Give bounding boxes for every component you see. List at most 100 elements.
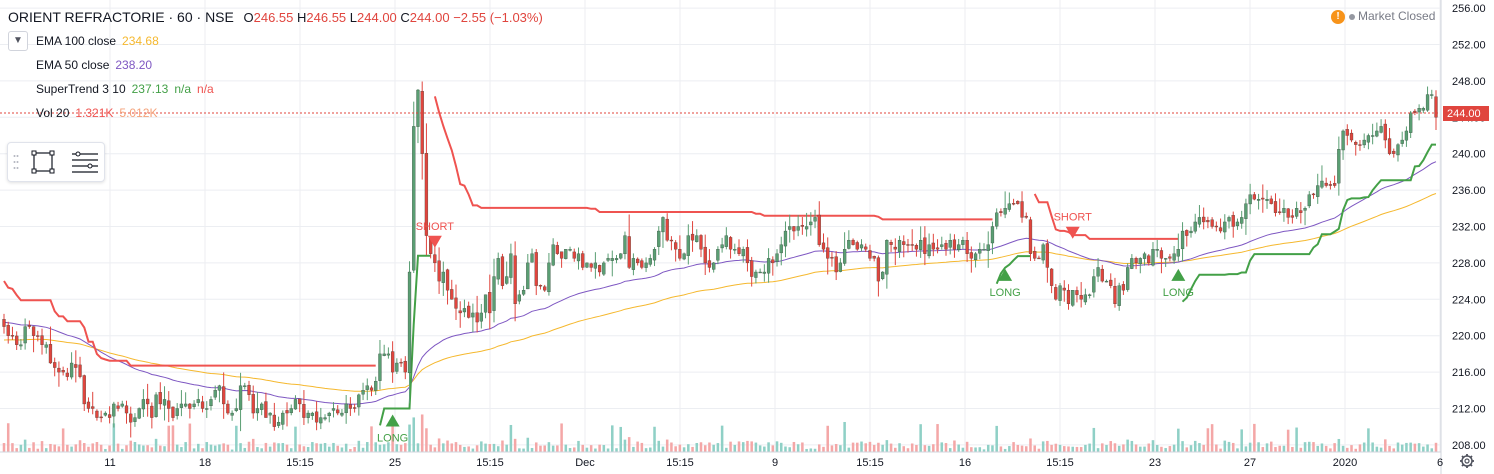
candle-body xyxy=(492,276,496,311)
time-axis[interactable]: 11 18 15:15 25 15:15 Dec 15:15 9 15:15 16 15:15 23 2… xyxy=(104,457,1443,469)
volume-bar xyxy=(1198,443,1201,452)
legend-ema100[interactable]: EMA 100 close 234.68 xyxy=(36,34,159,48)
candle-body xyxy=(217,385,222,391)
volume-bar xyxy=(851,442,855,452)
candle xyxy=(602,261,606,276)
candle-body xyxy=(479,312,483,322)
candle xyxy=(1007,192,1011,212)
candle xyxy=(395,358,399,375)
long-signal-marker xyxy=(1171,268,1186,281)
drag-grip-icon[interactable] xyxy=(13,154,19,170)
format-settings-icon[interactable] xyxy=(70,149,100,175)
volume-bar xyxy=(670,442,673,452)
gear-icon[interactable] xyxy=(1460,454,1474,468)
volume-bar xyxy=(281,443,285,452)
candle xyxy=(78,356,82,379)
candle-body xyxy=(188,403,192,409)
candle xyxy=(699,234,703,258)
candle xyxy=(1269,195,1273,205)
candle-body xyxy=(1066,289,1071,304)
candle xyxy=(361,382,365,401)
candle-body xyxy=(961,239,965,245)
candle xyxy=(690,221,695,252)
candle-body xyxy=(1168,256,1172,259)
candle-body xyxy=(893,246,897,250)
candle xyxy=(864,243,868,253)
legend-volume[interactable]: Vol 20 1.321K 5.012K xyxy=(36,106,157,120)
volume-bar xyxy=(213,445,217,452)
volume-bar xyxy=(44,448,48,452)
drawing-toolbox[interactable] xyxy=(7,142,105,182)
volume-bar xyxy=(695,442,699,452)
volume-bar xyxy=(180,447,183,452)
candle xyxy=(298,398,302,413)
candle-body xyxy=(796,226,800,231)
legend-supertrend[interactable]: SuperTrend 3 10 237.13 n/a n/a xyxy=(36,82,214,96)
candle-body xyxy=(627,236,631,268)
candle xyxy=(1278,198,1282,215)
candle-body xyxy=(1261,197,1265,200)
volume-bar xyxy=(450,443,454,452)
candle xyxy=(750,256,754,287)
candle xyxy=(1349,129,1354,143)
candle-body xyxy=(403,360,407,373)
candle xyxy=(1011,198,1016,206)
legend-ema50[interactable]: EMA 50 close 238.20 xyxy=(36,58,152,72)
volume-bar xyxy=(1037,448,1041,452)
candle-body xyxy=(61,370,65,373)
candle-body xyxy=(1185,230,1189,236)
rectangle-tool-icon[interactable] xyxy=(30,149,56,175)
volume-bar xyxy=(349,449,352,452)
candle xyxy=(6,321,10,344)
candle xyxy=(192,400,196,410)
candle-body xyxy=(390,351,395,373)
candle-body xyxy=(361,390,365,395)
volume-bar xyxy=(995,425,998,452)
volume-bar xyxy=(822,446,825,452)
candle-body xyxy=(251,394,255,414)
candle xyxy=(733,243,737,255)
volume-bar xyxy=(551,445,555,452)
volume-bar xyxy=(57,446,61,452)
volume-bar xyxy=(488,444,492,452)
supertrend-segment xyxy=(3,280,376,367)
market-status[interactable]: ! Market Closed xyxy=(1331,9,1435,24)
candle-body xyxy=(1189,230,1193,234)
candle-body xyxy=(1413,110,1417,113)
candle xyxy=(1020,191,1024,223)
volume-bar xyxy=(205,442,209,452)
candle-body xyxy=(919,239,923,250)
candle xyxy=(344,394,348,424)
candle xyxy=(821,233,826,253)
candle-body xyxy=(141,399,146,410)
candle-body xyxy=(31,326,36,336)
candle-body xyxy=(1130,258,1134,269)
candle xyxy=(184,392,188,408)
candle xyxy=(889,239,893,252)
price-axis[interactable]: 208.00 212.00 216.00 220.00 224.00 228.00 232.… xyxy=(1452,3,1486,452)
chevron-down-icon[interactable]: ▼ xyxy=(8,31,28,51)
supertrend-segment xyxy=(1033,193,1179,240)
volume-bar xyxy=(1223,440,1227,452)
volume-bar xyxy=(91,443,94,452)
candle-body xyxy=(990,226,995,244)
volume-bar xyxy=(433,447,437,452)
candle-body xyxy=(1147,255,1151,264)
volume-bar xyxy=(184,442,187,452)
candle xyxy=(1396,143,1400,162)
candle xyxy=(1121,281,1126,295)
candle-body xyxy=(1227,217,1231,222)
candle-body xyxy=(661,217,665,233)
volume-bar xyxy=(1067,446,1070,452)
candle xyxy=(1092,269,1096,298)
candle-body xyxy=(74,364,78,368)
volume-bar xyxy=(830,445,834,452)
volume-bar xyxy=(818,444,821,452)
symbol-title[interactable]: ORIENT REFRACTORIE · 60 · NSE xyxy=(8,9,234,25)
candle xyxy=(851,238,855,246)
candle xyxy=(1117,282,1121,311)
volume-bar xyxy=(1177,428,1180,452)
candle-body xyxy=(783,230,788,247)
candle-body xyxy=(1092,276,1096,293)
